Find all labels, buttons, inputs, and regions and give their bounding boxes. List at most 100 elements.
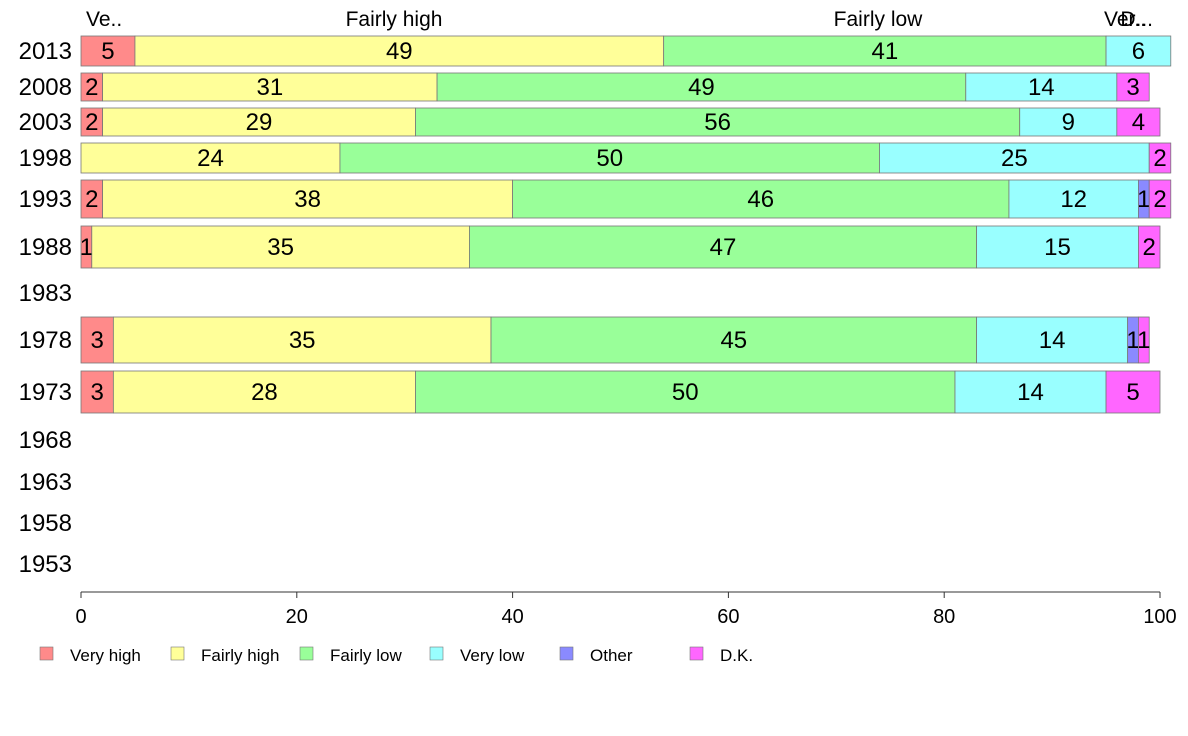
legend-swatch <box>559 646 574 661</box>
y-tick-label: 1998 <box>19 145 72 172</box>
data-label: 14 <box>1028 74 1055 101</box>
x-axis: 0 20 40 60 80 100 <box>75 591 1177 628</box>
bar-segment-fairly-high <box>112 370 416 414</box>
row-1978: 1978 3 35 45 14 11 <box>19 316 1150 364</box>
legend-item-other: Other <box>559 646 633 665</box>
data-label: 15 <box>1044 234 1071 261</box>
legend-label: Fairly high <box>201 646 279 665</box>
data-label: 12 <box>1060 186 1087 213</box>
data-label: 4 <box>1132 109 1145 136</box>
bar-segment-fairly-high <box>102 179 513 219</box>
bar-segment-fairly-low <box>512 179 1010 219</box>
bar-segment-fairly-low <box>490 316 977 364</box>
data-label: 50 <box>596 145 623 172</box>
bar-segment-d-k <box>1116 72 1150 102</box>
y-tick-label: 1953 <box>19 551 72 578</box>
bar-segment-fairly-high <box>112 316 492 364</box>
bar-segment-d-k <box>1138 225 1161 269</box>
data-label: 31 <box>256 74 283 101</box>
bar-segment-fairly-low <box>415 107 1021 137</box>
y-tick-label: 1988 <box>19 234 72 261</box>
data-label: 1 <box>1137 327 1150 354</box>
legend-swatch <box>39 646 54 661</box>
data-label: 29 <box>246 109 273 136</box>
y-tick-label: 1958 <box>19 510 72 537</box>
legend-item-fairly-low: Fairly low <box>299 646 403 665</box>
row-2003: 2003 2 29 56 9 4 <box>19 107 1161 137</box>
bar-segment-very-low <box>879 142 1150 174</box>
column-header-ver: Ver.. <box>1104 8 1146 31</box>
data-label: 45 <box>720 327 747 354</box>
x-tick-label: 80 <box>933 606 955 628</box>
data-label: 2 <box>1153 186 1166 213</box>
data-label: 2 <box>85 186 98 213</box>
data-label: 49 <box>386 38 413 65</box>
bar-segment-d-k <box>1148 179 1172 219</box>
legend-item-very-high: Very high <box>39 646 141 665</box>
y-tick-label: 1978 <box>19 327 72 354</box>
y-tick-label: 1983 <box>19 280 72 307</box>
bar-segment-very-low <box>1105 35 1172 67</box>
row-1958: 1958 <box>19 510 72 537</box>
x-tick-label: 20 <box>286 606 308 628</box>
bar-segment-d-k <box>1105 370 1161 414</box>
row-1993: 1993 2 38 46 12 1 2 <box>19 179 1172 219</box>
data-label: 25 <box>1001 145 1028 172</box>
row-1968: 1968 <box>19 427 72 454</box>
x-tick-label: 40 <box>501 606 523 628</box>
y-tick-label: 1993 <box>19 186 72 213</box>
bar-segment-very-low <box>976 316 1129 364</box>
legend-label: Other <box>590 646 633 665</box>
bar-segment-fairly-low <box>436 72 967 102</box>
data-label: 24 <box>197 145 224 172</box>
row-1988: 1988 1 35 47 15 2 <box>19 225 1161 269</box>
data-label: 56 <box>704 109 731 136</box>
row-2008: 2008 2 31 49 14 3 <box>19 72 1150 102</box>
bar-segment-fairly-low <box>469 225 977 269</box>
data-label: 50 <box>672 379 699 406</box>
column-headers: Ve.. Fairly high Fairly low Ver..D... <box>86 8 1153 31</box>
row-1983: 1983 <box>19 280 72 307</box>
data-label: 41 <box>872 38 899 65</box>
bar-segment-d-k <box>1148 142 1172 174</box>
column-header-ve: Ve.. <box>86 8 122 31</box>
y-tick-label: 1963 <box>19 469 72 496</box>
legend-item-fairly-high: Fairly high <box>170 646 279 665</box>
data-label: 3 <box>91 379 104 406</box>
data-label: 3 <box>1126 74 1139 101</box>
data-label: 35 <box>289 327 316 354</box>
x-tick-label: 60 <box>717 606 739 628</box>
x-tick-label: 100 <box>1143 606 1176 628</box>
bar-segment-fairly-high <box>91 225 470 269</box>
x-tick-label: 0 <box>75 606 86 628</box>
column-header-fairly-high: Fairly high <box>346 8 443 31</box>
legend-label: Fairly low <box>330 646 403 665</box>
data-label: 14 <box>1017 379 1044 406</box>
bar-segment-very-high <box>80 370 114 414</box>
row-1998: 1998 24 50 25 2 <box>19 142 1172 174</box>
data-label: 49 <box>688 74 715 101</box>
data-label: 2 <box>85 74 98 101</box>
bar-segment-very-low <box>976 225 1139 269</box>
data-label: 3 <box>91 327 104 354</box>
bar-segment-very-low <box>954 370 1107 414</box>
row-1963: 1963 <box>19 469 72 496</box>
bar-segment-fairly-high <box>80 142 341 174</box>
data-label: 2 <box>1143 234 1156 261</box>
data-label: 14 <box>1039 327 1066 354</box>
data-label: 1 <box>1137 186 1150 213</box>
y-tick-label: 1968 <box>19 427 72 454</box>
data-label: 2 <box>1153 145 1166 172</box>
data-label: 9 <box>1062 109 1075 136</box>
bar-segment-d-k <box>1138 316 1150 364</box>
y-tick-label: 2008 <box>19 74 72 101</box>
row-1973: 1973 3 28 50 14 5 <box>19 370 1161 414</box>
legend-swatch <box>299 646 314 661</box>
bar-segment-very-low <box>965 72 1118 102</box>
legend-label: Very low <box>460 646 525 665</box>
data-label: 6 <box>1132 38 1145 65</box>
legend-swatch <box>429 646 444 661</box>
row-2013: 2013 5 49 41 6 <box>19 35 1172 67</box>
data-label: 1 <box>1126 327 1139 354</box>
